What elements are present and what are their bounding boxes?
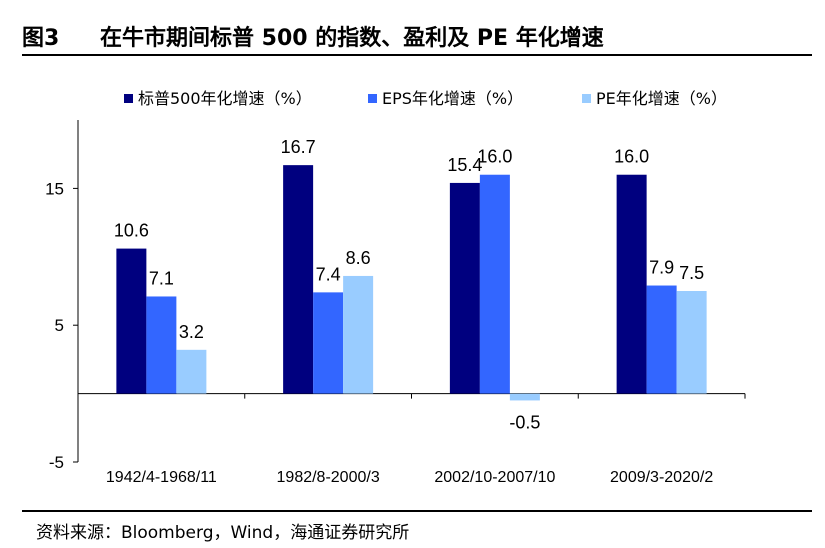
bar bbox=[343, 275, 374, 394]
data-label: 10.6 bbox=[114, 221, 149, 241]
x-category-label: 1942/4-1968/11 bbox=[106, 469, 217, 486]
y-tick-label: -5 bbox=[49, 453, 64, 472]
figure-label: 图3 bbox=[22, 26, 60, 51]
data-label: 7.9 bbox=[649, 258, 674, 278]
bar bbox=[313, 292, 344, 394]
y-tick-label: 15 bbox=[45, 179, 64, 198]
legend-label: PE年化增速（%） bbox=[596, 89, 727, 108]
data-label: 8.6 bbox=[346, 248, 371, 268]
bar bbox=[283, 165, 314, 394]
x-category-label: 2009/3-2020/2 bbox=[610, 469, 713, 486]
data-label: 16.7 bbox=[281, 137, 316, 157]
bar bbox=[449, 182, 480, 394]
bar bbox=[176, 349, 207, 394]
data-label: 7.4 bbox=[316, 264, 341, 284]
x-category-label: 1982/8-2000/3 bbox=[277, 469, 380, 486]
source-note: 资料来源：Bloomberg，Wind，海通证券研究所 bbox=[36, 523, 410, 543]
bar bbox=[509, 393, 540, 401]
data-label: 7.1 bbox=[149, 268, 174, 288]
x-category-label: 2002/10-2007/10 bbox=[434, 469, 555, 486]
bar bbox=[616, 174, 647, 394]
bar bbox=[146, 296, 177, 394]
data-label: 16.0 bbox=[477, 147, 512, 167]
legend-swatch bbox=[124, 94, 133, 103]
bar bbox=[646, 285, 677, 394]
legend-swatch bbox=[368, 94, 377, 103]
bar bbox=[479, 174, 510, 394]
data-label: 3.2 bbox=[179, 322, 204, 342]
legend-label: 标普500年化增速（%） bbox=[138, 89, 312, 108]
figure-title: 在牛市期间标普 500 的指数、盈利及 PE 年化增速 bbox=[100, 26, 604, 51]
data-label: 7.5 bbox=[679, 263, 704, 283]
figure-header: 图3 在牛市期间标普 500 的指数、盈利及 PE 年化增速 bbox=[22, 14, 812, 56]
legend-swatch bbox=[582, 94, 591, 103]
data-label: -0.5 bbox=[509, 412, 540, 432]
data-label: 15.4 bbox=[447, 155, 482, 175]
legend-label: EPS年化增速（%） bbox=[382, 89, 523, 108]
bar bbox=[116, 248, 147, 394]
data-label: 16.0 bbox=[614, 147, 649, 167]
bar bbox=[676, 291, 707, 394]
y-tick-label: 5 bbox=[55, 316, 64, 335]
source-footer: 资料来源：Bloomberg，Wind，海通证券研究所 bbox=[22, 510, 812, 548]
